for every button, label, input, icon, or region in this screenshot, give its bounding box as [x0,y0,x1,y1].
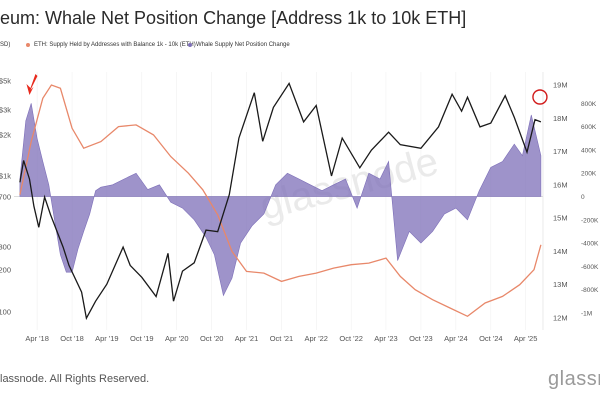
left-tick-label-5: 300 [0,243,11,252]
legend: SD) ETH: Supply Held by Addresses with B… [0,42,600,54]
legend-label-netchange: Whale Supply Net Position Change [196,42,290,48]
netchange-tick-label-4: 0 [581,194,585,201]
supply-tick-label-6: 13M [553,280,568,289]
x-tick-label-8: Apr '22 [304,334,328,343]
page-title: eum: Whale Net Position Change [Address … [0,8,467,28]
legend-dot-supply [26,43,30,47]
x-tick-label-0: Apr '18 [25,334,49,343]
supply-tick-label-2: 17M [553,147,568,156]
legend-dot-netchange [188,43,192,47]
supply-tick-label-7: 12M [553,314,568,323]
x-tick-label-14: Apr '25 [514,334,538,343]
supply-tick-label-0: 19M [553,81,568,90]
netchange-tick-label-8: -800K [581,287,599,294]
supply-tick-label-3: 16M [553,180,568,189]
x-tick-label-7: Oct '21 [270,334,294,343]
x-tick-label-12: Apr '24 [444,334,468,343]
brand-logo-text: glassn [548,368,600,390]
left-tick-label-2: $2k [0,131,11,140]
copyright-text: lassnode. All Rights Reserved. [0,373,150,385]
left-tick-label-3: $1k [0,172,11,181]
supply-tick-label-1: 18M [553,114,568,123]
x-tick-label-13: Oct '24 [479,334,503,343]
netchange-tick-label-5: -200K [581,217,599,224]
legend-left-fragment-label: SD) [0,42,11,48]
left-tick-label-7: 100 [0,308,11,317]
netchange-tick-label-2: 400K [581,147,597,154]
netchange-tick-label-9: -1M [581,311,592,318]
netchange-tick-label-1: 600K [581,124,597,131]
legend-item-supply[interactable]: ETH: Supply Held by Addresses with Balan… [26,42,196,48]
red-arrow-annotation [26,74,38,95]
x-tick-label-3: Oct '19 [130,334,154,343]
left-tick-label-1: $3k [0,106,11,115]
netchange-tick-label-0: 800K [581,101,597,108]
left-tick-label-4: 700 [0,193,11,202]
series-supply-line [19,84,542,318]
netchange-tick-label-6: -400K [581,241,599,248]
x-tick-label-9: Oct '22 [339,334,363,343]
legend-item-netchange[interactable]: Whale Supply Net Position Change [188,42,290,48]
x-tick-label-11: Oct '23 [409,334,433,343]
supply-tick-label-4: 15M [553,214,568,223]
series-netchange-area [19,103,542,297]
legend-label-supply: ETH: Supply Held by Addresses with Balan… [34,42,196,48]
x-tick-label-10: Apr '23 [374,334,398,343]
series-price-line [19,81,542,321]
x-tick-label-5: Oct '20 [200,334,224,343]
x-tick-label-1: Oct '18 [60,334,84,343]
red-circle-annotation [532,89,548,105]
supply-tick-label-5: 14M [553,247,568,256]
netchange-tick-label-3: 200K [581,171,597,178]
x-tick-label-6: Apr '21 [235,334,259,343]
x-tick-label-2: Apr '19 [95,334,119,343]
netchange-tick-label-7: -600K [581,264,599,271]
x-tick-label-4: Apr '20 [165,334,189,343]
left-tick-label-0: $5k [0,77,11,86]
legend-left-fragment: SD) [0,42,10,48]
left-tick-label-6: 200 [0,266,11,275]
